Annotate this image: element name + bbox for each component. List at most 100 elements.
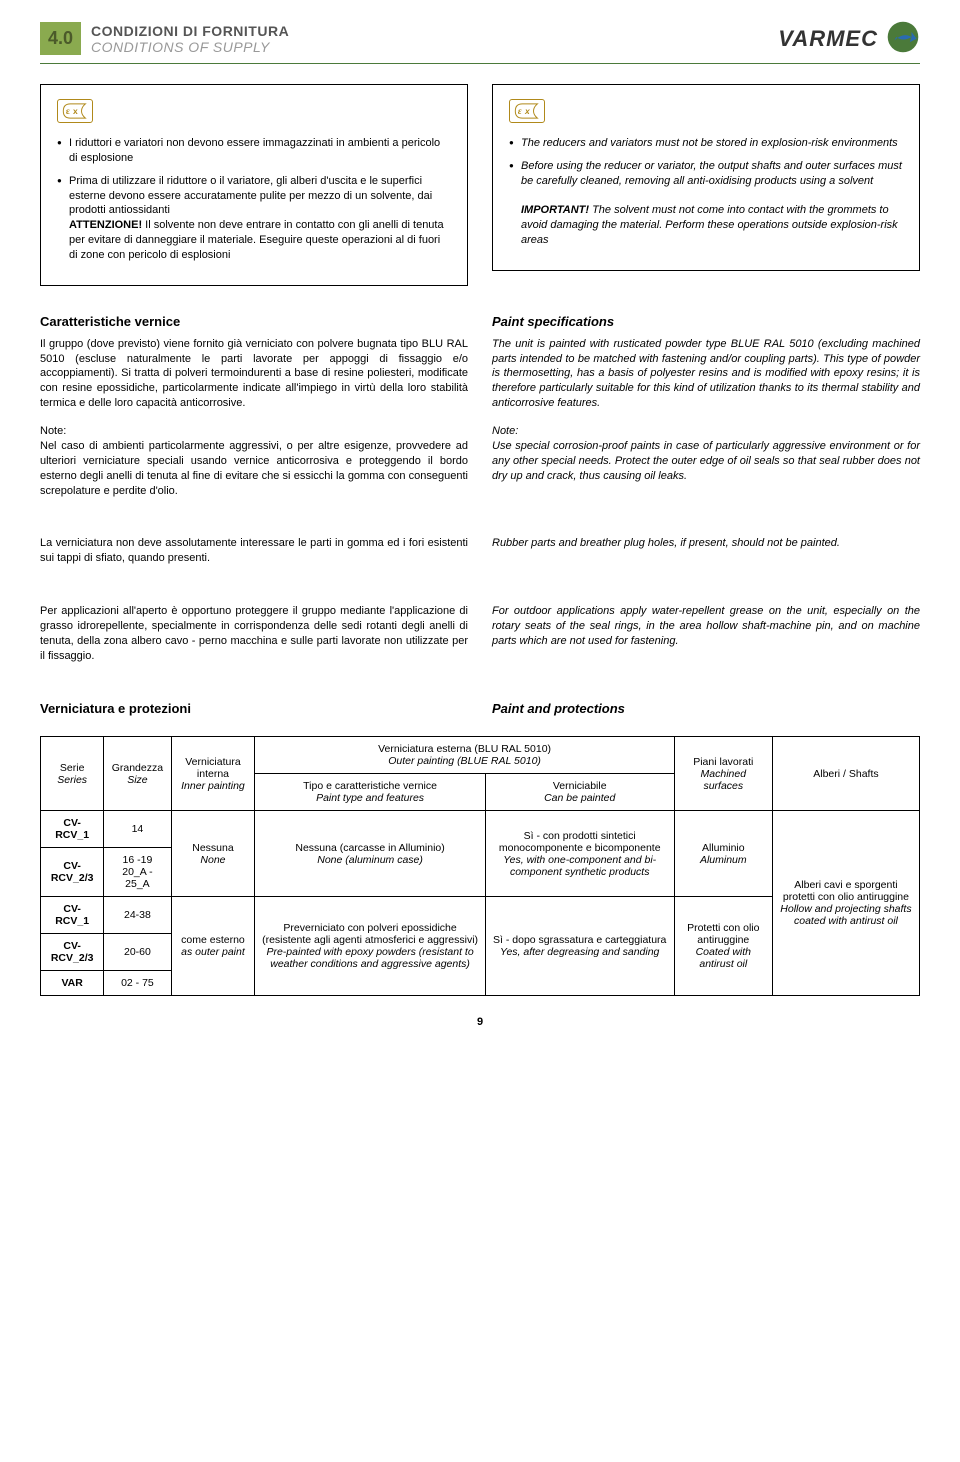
cell-type2-it: Preverniciato con polveri epossidiche (r… bbox=[261, 922, 478, 946]
th-machined: Piani lavorati Machined surfaces bbox=[674, 737, 772, 811]
specs-p2-en: Rubber parts and breather plug holes, if… bbox=[492, 536, 920, 551]
cell-inner2-it: come esterno bbox=[178, 934, 249, 946]
th-inner-en: Inner painting bbox=[178, 780, 249, 792]
th-canpaint-it: Verniciabile bbox=[492, 780, 668, 792]
ex-en-b2-text: Before using the reducer or variator, th… bbox=[521, 160, 902, 187]
cell-size: 14 bbox=[104, 811, 171, 848]
header-left: 4.0 CONDIZIONI DI FORNITURA CONDITIONS O… bbox=[40, 22, 289, 55]
th-series: Serie Series bbox=[41, 737, 104, 811]
ex-box-it: ε x I riduttori e variatori non devono e… bbox=[40, 84, 468, 286]
specs-row-1: Caratteristiche vernice Il gruppo (dove … bbox=[40, 314, 920, 513]
cell-series: VAR bbox=[41, 971, 104, 996]
specs-row-3: Per applicazioni all'aperto è opportuno … bbox=[40, 604, 920, 677]
cell-type1-en: None (aluminum case) bbox=[261, 854, 478, 866]
cell-inner1-it: Nessuna bbox=[178, 842, 249, 854]
th-series-it: Serie bbox=[47, 762, 97, 774]
ex-en-bullet-1: The reducers and variators must not be s… bbox=[509, 136, 903, 151]
th-shafts: Alberi / Shafts bbox=[772, 737, 919, 811]
th-shafts-label: Alberi / Shafts bbox=[779, 768, 913, 780]
brand-logo-icon bbox=[886, 20, 920, 57]
specs-p3-en: For outdoor applications apply water-rep… bbox=[492, 604, 920, 649]
specs-note-head-it: Note: bbox=[40, 425, 468, 437]
ex-list-it: I riduttori e variatori non devono esser… bbox=[57, 136, 451, 263]
th-type-it: Tipo e caratteristiche vernice bbox=[261, 780, 478, 792]
cell-can-2: Sì - dopo sgrassatura e carteggiatura Ye… bbox=[485, 897, 674, 996]
cell-size: 20-60 bbox=[104, 934, 171, 971]
ex-it-attention-label: ATTENZIONE! bbox=[69, 219, 142, 231]
th-machined-it: Piani lavorati bbox=[681, 756, 766, 768]
cell-mach-2: Protetti con olio antiruggine Coated wit… bbox=[674, 897, 772, 996]
page-header: 4.0 CONDIZIONI DI FORNITURA CONDITIONS O… bbox=[40, 20, 920, 64]
cell-shafts: Alberi cavi e sporgenti protetti con oli… bbox=[772, 811, 919, 996]
cell-inner-2: come esterno as outer paint bbox=[171, 897, 255, 996]
cell-type-1: Nessuna (carcasse in Alluminio) None (al… bbox=[255, 811, 485, 897]
ex-en-important-label: IMPORTANT! bbox=[521, 204, 589, 216]
paint-table-body: CV-RCV_1 14 Nessuna None Nessuna (carcas… bbox=[41, 811, 920, 996]
brand: VARMEC bbox=[778, 20, 920, 57]
specs-p2-it: La verniciatura non deve assolutamente i… bbox=[40, 536, 468, 566]
cell-size: 16 -19 20_A - 25_A bbox=[104, 848, 171, 897]
cell-can2-it: Sì - dopo sgrassatura e carteggiatura bbox=[492, 934, 668, 946]
cell-can-1: Sì - con prodotti sintetici monocomponen… bbox=[485, 811, 674, 897]
th-size: Grandezza Size bbox=[104, 737, 171, 811]
ex-it-bullet-1: I riduttori e variatori non devono esser… bbox=[57, 136, 451, 166]
svg-text:x: x bbox=[524, 106, 530, 116]
specs-p1-it: Il gruppo (dove previsto) viene fornito … bbox=[40, 337, 468, 411]
paint-section-titles: Verniciatura e protezioni Paint and prot… bbox=[40, 701, 920, 724]
th-outer-en: Outer painting (BLUE RAL 5010) bbox=[261, 755, 667, 767]
cell-mach2-en: Coated with antirust oil bbox=[681, 946, 766, 970]
cell-size: 24-38 bbox=[104, 897, 171, 934]
th-series-en: Series bbox=[47, 774, 97, 786]
ex-it-b2-text: Prima di utilizzare il riduttore o il va… bbox=[69, 175, 432, 217]
th-size-it: Grandezza bbox=[110, 762, 164, 774]
specs-p1-en: The unit is painted with rusticated powd… bbox=[492, 337, 920, 411]
th-canpaint: Verniciabile Can be painted bbox=[485, 774, 674, 811]
paint-title-it: Verniciatura e protezioni bbox=[40, 701, 468, 716]
cell-mach1-en: Aluminum bbox=[681, 854, 766, 866]
specs-row-2: La verniciatura non deve assolutamente i… bbox=[40, 536, 920, 580]
th-size-en: Size bbox=[110, 774, 164, 786]
cell-type2-en: Pre-painted with epoxy powders (resistan… bbox=[261, 946, 478, 970]
brand-text: VARMEC bbox=[778, 26, 878, 52]
ex-it-bullet-2: Prima di utilizzare il riduttore o il va… bbox=[57, 174, 451, 263]
page-number: 9 bbox=[40, 1016, 920, 1028]
svg-text:ε: ε bbox=[518, 106, 522, 116]
cell-shafts-it: Alberi cavi e sporgenti protetti con oli… bbox=[779, 879, 913, 903]
th-canpaint-en: Can be painted bbox=[492, 792, 668, 804]
cell-can1-it: Sì - con prodotti sintetici monocomponen… bbox=[492, 830, 668, 854]
cell-shafts-en: Hollow and projecting shafts coated with… bbox=[779, 903, 913, 927]
cell-series: CV-RCV_2/3 bbox=[41, 934, 104, 971]
ex-en-bullet-2: Before using the reducer or variator, th… bbox=[509, 159, 903, 248]
th-inner-it: Verniciatura interna bbox=[178, 756, 249, 780]
svg-text:x: x bbox=[73, 106, 78, 116]
cell-type1-it: Nessuna (carcasse in Alluminio) bbox=[261, 842, 478, 854]
th-inner: Verniciatura interna Inner painting bbox=[171, 737, 255, 811]
cell-inner-1: Nessuna None bbox=[171, 811, 255, 897]
paint-title-en: Paint and protections bbox=[492, 701, 920, 716]
specs-note-it: Nel caso di ambienti particolarmente agg… bbox=[40, 439, 468, 498]
cell-series: CV-RCV_2/3 bbox=[41, 848, 104, 897]
ex-list-en: The reducers and variators must not be s… bbox=[509, 136, 903, 248]
cell-inner1-en: None bbox=[178, 854, 249, 866]
section-number: 4.0 bbox=[40, 22, 81, 55]
header-title-en: CONDITIONS OF SUPPLY bbox=[91, 39, 289, 55]
cell-can2-en: Yes, after degreasing and sanding bbox=[492, 946, 668, 958]
paint-table-head: Serie Series Grandezza Size Verniciatura… bbox=[41, 737, 920, 811]
th-outer: Verniciatura esterna (BLU RAL 5010) Oute… bbox=[255, 737, 674, 774]
ex-icon: ε x bbox=[57, 99, 93, 123]
th-outer-it: Verniciatura esterna (BLU RAL 5010) bbox=[261, 743, 667, 755]
svg-text:ε: ε bbox=[66, 106, 70, 116]
specs-title-it: Caratteristiche vernice bbox=[40, 314, 468, 329]
specs-p3-it: Per applicazioni all'aperto è opportuno … bbox=[40, 604, 468, 663]
specs-note-head-en: Note: bbox=[492, 425, 920, 437]
header-titles: CONDIZIONI DI FORNITURA CONDITIONS OF SU… bbox=[91, 23, 289, 55]
cell-type-2: Preverniciato con polveri epossidiche (r… bbox=[255, 897, 485, 996]
ex-icon: ε x bbox=[509, 99, 545, 123]
paint-table: Serie Series Grandezza Size Verniciatura… bbox=[40, 736, 920, 996]
ex-boxes-row: ε x I riduttori e variatori non devono e… bbox=[40, 84, 920, 314]
cell-mach1-it: Alluminio bbox=[681, 842, 766, 854]
ex-box-en: ε x The reducers and variators must not … bbox=[492, 84, 920, 271]
header-title-it: CONDIZIONI DI FORNITURA bbox=[91, 23, 289, 39]
cell-mach2-it: Protetti con olio antiruggine bbox=[681, 922, 766, 946]
cell-can1-en: Yes, with one-component and bi-component… bbox=[492, 854, 668, 878]
